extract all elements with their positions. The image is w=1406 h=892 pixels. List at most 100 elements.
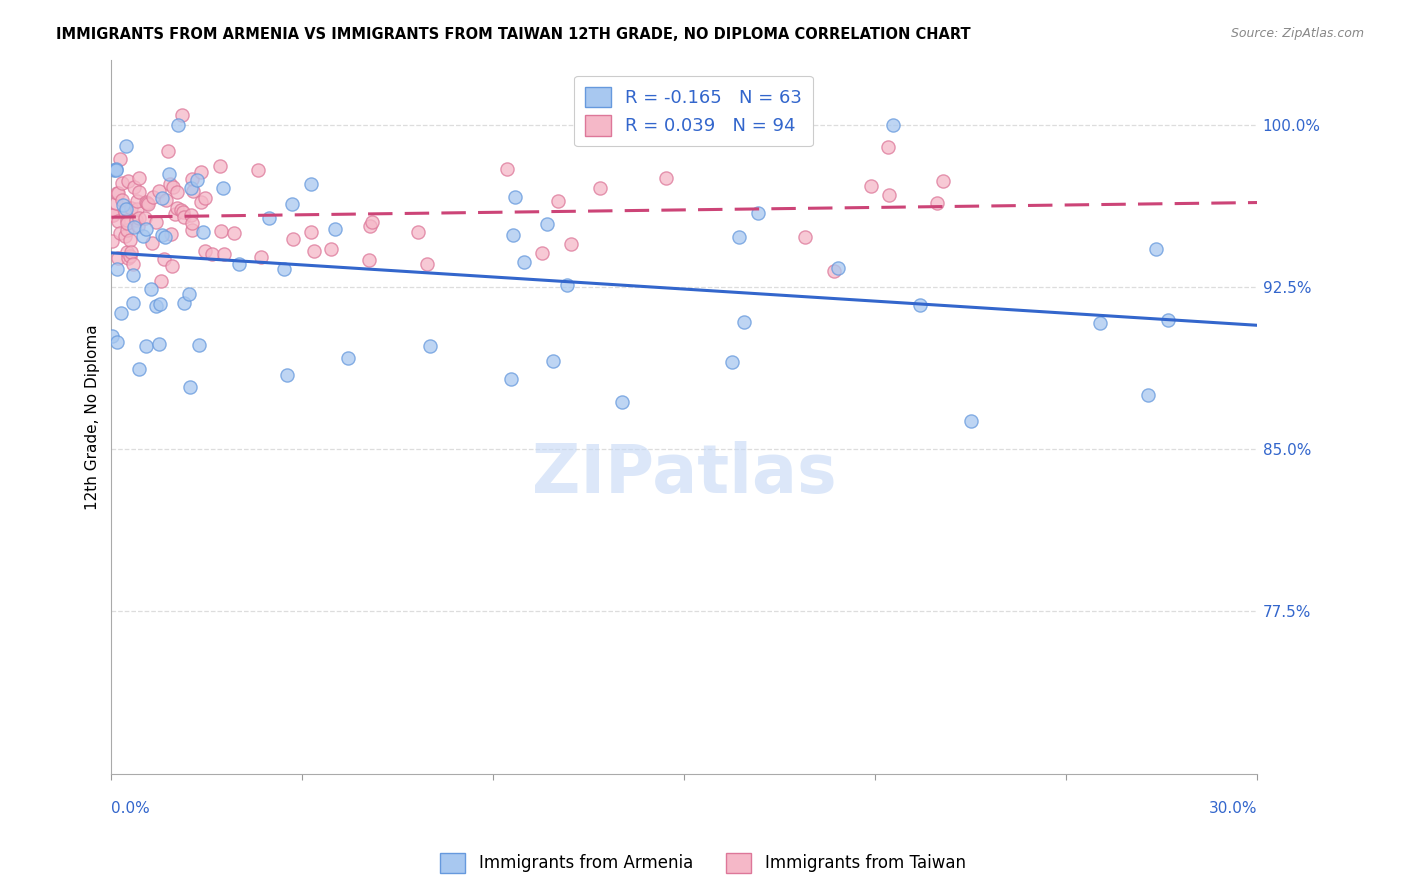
Point bbox=[150, 191, 173, 205]
Point bbox=[194, 244, 217, 258]
Point bbox=[111, 198, 134, 212]
Point bbox=[299, 177, 322, 191]
Point bbox=[336, 351, 359, 365]
Point bbox=[107, 251, 129, 265]
Point bbox=[120, 201, 142, 215]
Point bbox=[141, 236, 163, 251]
Point bbox=[114, 229, 136, 244]
Point bbox=[153, 252, 176, 266]
Point bbox=[179, 380, 201, 394]
Point bbox=[122, 257, 145, 271]
Point bbox=[103, 163, 125, 178]
Point bbox=[145, 215, 167, 229]
Point bbox=[257, 211, 280, 225]
Point bbox=[117, 251, 139, 265]
Point bbox=[105, 162, 128, 177]
Point bbox=[108, 153, 131, 167]
Point bbox=[159, 227, 181, 241]
Point bbox=[163, 207, 186, 221]
Point bbox=[495, 162, 517, 177]
Point bbox=[181, 184, 204, 198]
Point bbox=[145, 299, 167, 313]
Point bbox=[281, 232, 304, 246]
Point bbox=[105, 195, 128, 210]
Point bbox=[882, 118, 904, 132]
Point bbox=[132, 228, 155, 243]
Point bbox=[127, 219, 149, 233]
Point bbox=[932, 174, 955, 188]
Point bbox=[212, 180, 235, 194]
Point bbox=[107, 213, 129, 227]
Point bbox=[153, 230, 176, 244]
Point bbox=[100, 208, 122, 222]
Point bbox=[166, 186, 188, 200]
Point bbox=[103, 208, 125, 222]
Point bbox=[105, 334, 128, 349]
Point bbox=[110, 305, 132, 319]
Point bbox=[125, 212, 148, 227]
Point bbox=[190, 195, 212, 210]
Point bbox=[299, 226, 322, 240]
Point bbox=[128, 361, 150, 376]
Y-axis label: 12th Grade, No Diploma: 12th Grade, No Diploma bbox=[86, 324, 100, 509]
Point bbox=[135, 195, 157, 210]
Point bbox=[115, 222, 138, 236]
Point bbox=[503, 190, 526, 204]
Point bbox=[190, 165, 212, 179]
Point bbox=[728, 230, 751, 244]
Point bbox=[118, 233, 141, 247]
Point bbox=[416, 257, 439, 271]
Point bbox=[323, 222, 346, 236]
Point bbox=[166, 201, 188, 215]
Legend: Immigrants from Armenia, Immigrants from Taiwan: Immigrants from Armenia, Immigrants from… bbox=[433, 847, 973, 880]
Point bbox=[530, 246, 553, 260]
Point bbox=[209, 159, 232, 173]
Point bbox=[555, 277, 578, 292]
Point bbox=[159, 178, 181, 192]
Point bbox=[180, 208, 202, 222]
Point bbox=[502, 227, 524, 242]
Point bbox=[793, 230, 815, 244]
Point bbox=[135, 195, 157, 210]
Point bbox=[134, 338, 156, 352]
Point bbox=[188, 337, 211, 351]
Point bbox=[1088, 316, 1111, 330]
Point bbox=[125, 202, 148, 217]
Point bbox=[172, 204, 194, 219]
Point bbox=[135, 222, 157, 236]
Point bbox=[357, 252, 380, 267]
Point bbox=[201, 247, 224, 261]
Point bbox=[281, 196, 304, 211]
Point bbox=[408, 226, 430, 240]
Point bbox=[304, 244, 326, 259]
Point bbox=[105, 262, 128, 277]
Point bbox=[589, 181, 612, 195]
Point bbox=[172, 108, 194, 122]
Point bbox=[128, 211, 150, 225]
Point bbox=[149, 297, 172, 311]
Point bbox=[181, 172, 204, 186]
Point bbox=[249, 250, 271, 264]
Point bbox=[212, 247, 235, 261]
Point bbox=[186, 173, 208, 187]
Point bbox=[111, 193, 134, 207]
Point bbox=[925, 195, 948, 210]
Point bbox=[120, 244, 142, 259]
Point bbox=[101, 328, 124, 343]
Point bbox=[142, 190, 165, 204]
Point bbox=[361, 215, 384, 229]
Point bbox=[191, 225, 214, 239]
Point bbox=[136, 196, 159, 211]
Point bbox=[115, 202, 138, 217]
Point bbox=[157, 167, 180, 181]
Point bbox=[108, 227, 131, 241]
Point bbox=[419, 339, 441, 353]
Text: 0.0%: 0.0% bbox=[111, 801, 150, 816]
Point bbox=[128, 171, 150, 186]
Point bbox=[655, 171, 678, 186]
Point bbox=[141, 282, 163, 296]
Point bbox=[105, 186, 128, 200]
Point bbox=[1136, 388, 1159, 402]
Point bbox=[721, 355, 744, 369]
Point bbox=[512, 254, 534, 268]
